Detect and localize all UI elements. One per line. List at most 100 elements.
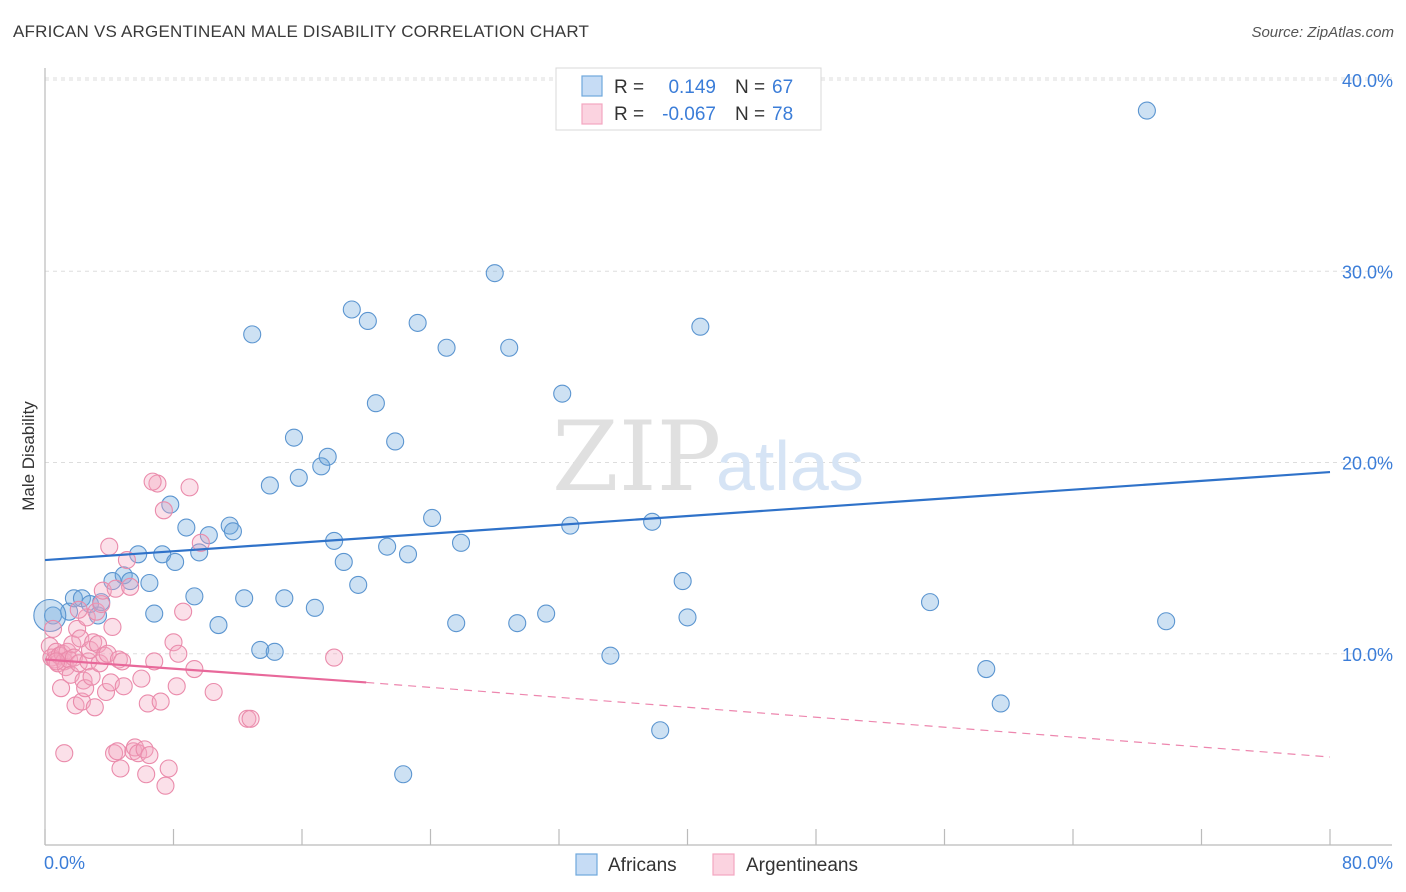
point-africans [537, 604, 556, 623]
point-africans [500, 338, 519, 357]
trend-argentineans [44, 658, 367, 684]
point-africans [334, 552, 353, 572]
point-africans [651, 721, 670, 740]
y-tick-label: 30.0% [1342, 262, 1393, 282]
trend-africans [44, 470, 1331, 562]
point-africans [601, 646, 620, 665]
point-argentineans [151, 692, 170, 711]
point-argentineans [241, 709, 260, 728]
point-africans [275, 589, 294, 608]
point-africans [185, 587, 204, 606]
point-africans [235, 589, 254, 608]
legend-n-label: N = [735, 104, 765, 125]
point-argentineans [55, 744, 74, 763]
point-africans [312, 457, 331, 476]
point-africans [33, 598, 67, 633]
point-africans [1137, 101, 1156, 120]
point-argentineans [180, 478, 199, 497]
point-africans [408, 313, 427, 332]
point-argentineans [174, 602, 193, 621]
point-argentineans [143, 472, 162, 491]
data-points [33, 101, 1176, 795]
point-africans [289, 468, 308, 487]
series-legend: Africans Argentineans [575, 853, 858, 876]
point-argentineans [106, 579, 125, 598]
point-africans [223, 522, 242, 541]
legend-r-label: R = [614, 77, 644, 98]
point-africans [366, 394, 385, 413]
x-tick-label-min: 0.0% [44, 853, 85, 873]
point-africans [398, 545, 418, 564]
point-argentineans [105, 744, 124, 763]
point-africans [394, 765, 413, 784]
bottom-legend-argentineans: Argentineans [746, 855, 858, 876]
point-argentineans [103, 617, 122, 637]
point-africans [358, 311, 377, 331]
source-credit: Source: ZipAtlas.com [1251, 24, 1394, 41]
point-argentineans [113, 652, 132, 671]
point-argentineans [154, 501, 173, 520]
point-argentineans [52, 679, 71, 698]
x-tick-label-max: 80.0% [1342, 853, 1393, 873]
point-argentineans [204, 682, 223, 702]
point-argentineans [191, 533, 210, 552]
point-argentineans [76, 679, 95, 698]
trend-argentineans-extension [366, 681, 1331, 758]
point-africans [977, 659, 996, 679]
point-argentineans [132, 669, 151, 688]
point-argentineans [121, 577, 140, 596]
point-argentineans [43, 619, 63, 638]
point-africans [305, 598, 324, 617]
point-argentineans [88, 635, 108, 654]
legend-n-africans: 67 [772, 77, 793, 98]
point-africans [251, 640, 270, 659]
trend-lines [44, 470, 1331, 758]
point-argentineans [140, 746, 159, 765]
point-africans [378, 537, 397, 556]
point-africans [140, 573, 159, 593]
point-argentineans [92, 594, 111, 614]
point-argentineans [114, 677, 133, 696]
point-africans [349, 575, 368, 594]
point-argentineans [135, 740, 154, 759]
legend-r-africans: 0.149 [668, 77, 716, 98]
point-africans [145, 604, 164, 623]
point-africans [423, 508, 442, 528]
bottom-legend-swatch-argentineans [712, 853, 735, 876]
point-africans [561, 516, 580, 535]
point-argentineans [100, 537, 119, 556]
y-axis-label: Male Disability [19, 401, 38, 511]
bottom-legend-africans: Africans [608, 855, 677, 876]
point-argentineans [69, 600, 88, 619]
point-africans [121, 572, 140, 591]
point-africans [678, 608, 697, 627]
gridlines [45, 77, 1392, 655]
point-africans [209, 616, 228, 635]
bottom-legend-swatch-africans [575, 853, 598, 876]
chart-title: AFRICAN VS ARGENTINEAN MALE DISABILITY C… [13, 22, 590, 41]
x-tick-labels: 0.0% 80.0% [44, 853, 1393, 873]
point-africans [265, 642, 284, 661]
point-argentineans [156, 776, 175, 795]
point-africans [451, 533, 471, 552]
point-argentineans [167, 677, 186, 696]
point-africans [220, 516, 239, 535]
legend-n-label: N = [735, 77, 765, 98]
point-argentineans [98, 644, 117, 663]
legend-swatch-africans [581, 75, 603, 97]
point-argentineans [108, 742, 127, 761]
point-africans [447, 614, 466, 633]
point-argentineans [145, 652, 164, 671]
legend-n-argentineans: 78 [772, 104, 793, 125]
point-africans [318, 447, 337, 466]
legend-swatch-argentineans [581, 103, 603, 125]
watermark: ZIP atlas [552, 401, 864, 513]
point-africans [177, 518, 196, 537]
y-tick-label: 40.0% [1342, 71, 1393, 91]
point-argentineans [85, 698, 104, 717]
point-argentineans [111, 759, 130, 778]
y-tick-label: 10.0% [1342, 645, 1393, 665]
point-africans [437, 338, 456, 357]
point-africans [691, 317, 710, 336]
